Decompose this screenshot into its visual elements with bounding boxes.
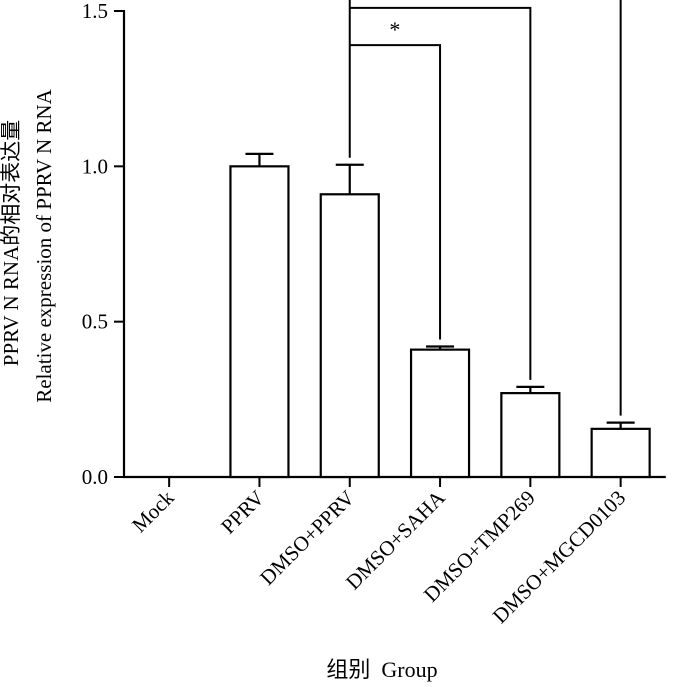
x-tick-label: PPRV bbox=[216, 486, 269, 539]
significance-label: * bbox=[389, 17, 400, 42]
significance-brackets: *** * bbox=[348, 0, 622, 416]
bars bbox=[229, 152, 651, 479]
y-tick-label: 1.5 bbox=[82, 0, 108, 23]
bar bbox=[229, 165, 290, 479]
bar bbox=[500, 392, 561, 479]
y-tick-label: 1.0 bbox=[82, 154, 108, 178]
y-axis-label-chinese: PPRV N RNA的相对表达量 bbox=[0, 120, 23, 366]
x-axis-label: 组别 Group bbox=[326, 657, 437, 682]
bar bbox=[319, 193, 380, 479]
significance-label: * bbox=[435, 0, 446, 5]
significance-bracket bbox=[349, 44, 442, 340]
x-tick-label: Mock bbox=[127, 485, 179, 537]
bar bbox=[590, 427, 651, 479]
y-axis-label-english: Relative expression of PPRV N RNA bbox=[32, 88, 56, 402]
significance-bracket bbox=[349, 6, 532, 380]
y-tick-label: 0.5 bbox=[82, 310, 108, 334]
significance-bracket bbox=[619, 0, 622, 416]
bar bbox=[409, 348, 471, 479]
y-tick-label: 0.0 bbox=[82, 465, 108, 489]
